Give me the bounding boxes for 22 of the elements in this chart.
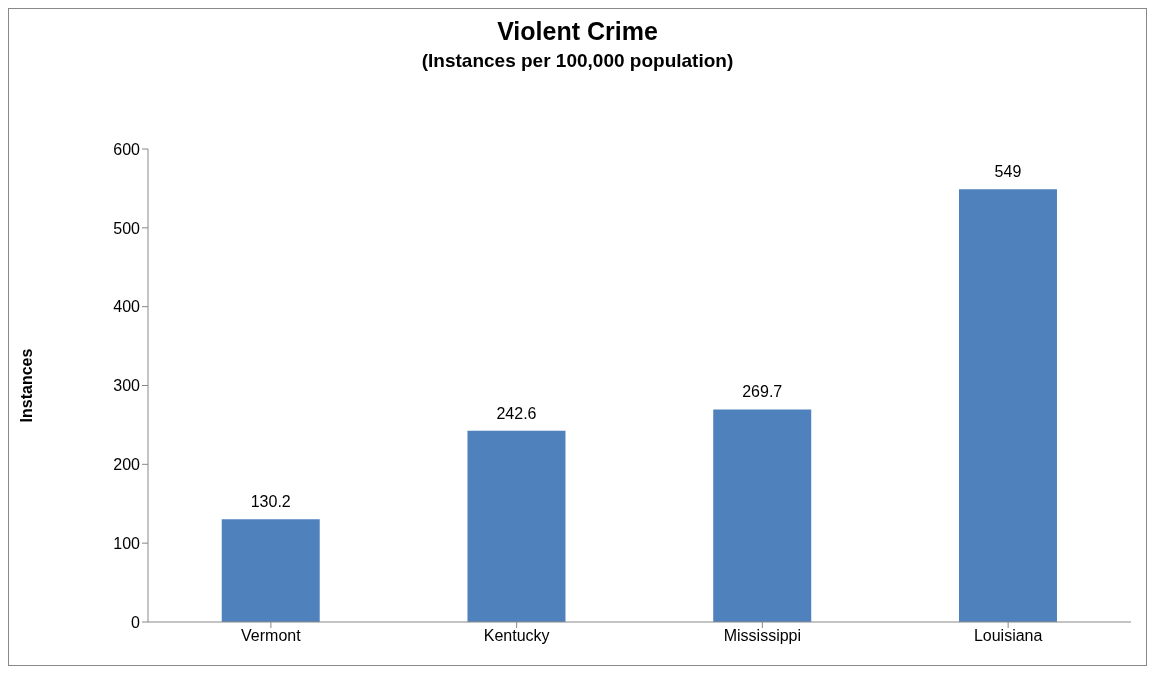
y-tick-label: 500 (113, 219, 141, 237)
bar (958, 189, 1057, 622)
y-tick-label: 100 (113, 534, 141, 552)
x-tick-label: Vermont (241, 627, 302, 645)
x-tick-label: Kentucky (483, 627, 550, 645)
data-label: 269.7 (742, 383, 783, 401)
y-tick-label: 200 (113, 456, 141, 474)
chart-title: Violent Crime (496, 17, 659, 46)
bar (467, 430, 566, 622)
y-tick-label: 300 (113, 377, 141, 395)
data-label: 130.2 (250, 493, 291, 511)
x-tick-label: Louisiana (973, 627, 1043, 645)
y-tick-label: 600 (113, 140, 141, 158)
chart-subtitle: (Instances per 100,000 population) (420, 50, 735, 72)
y-axis-title: Instances (17, 348, 35, 423)
bar (713, 409, 812, 622)
y-tick-label: 0 (131, 613, 141, 631)
x-tick-label: Mississippi (723, 627, 802, 645)
y-tick-label: 400 (113, 298, 141, 316)
data-label: 549 (994, 163, 1022, 181)
bar (221, 519, 320, 622)
data-label: 242.6 (496, 404, 537, 422)
